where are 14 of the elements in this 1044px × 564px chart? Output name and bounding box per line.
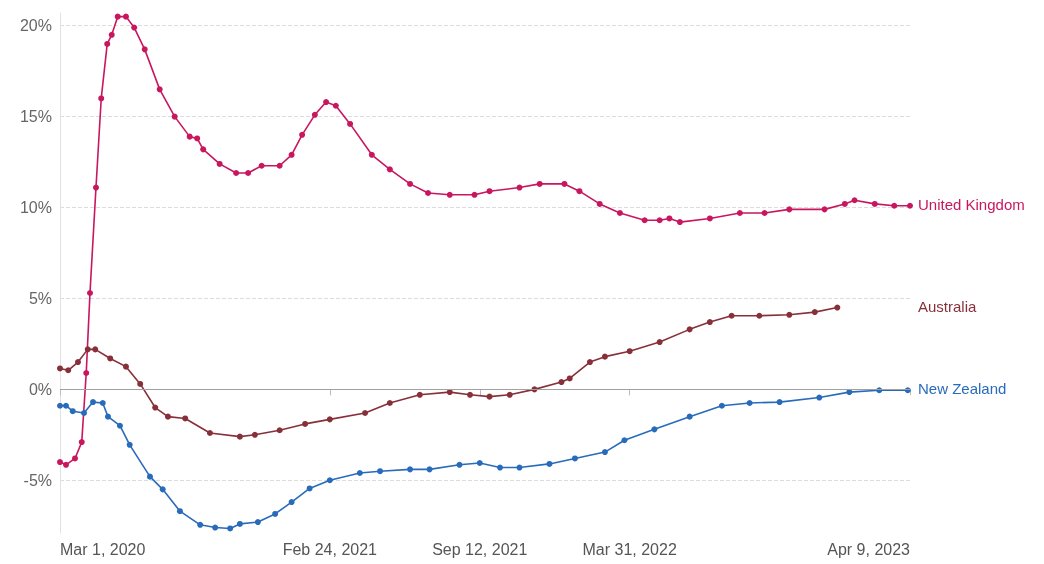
y-tick-label: 15%	[19, 108, 52, 126]
x-tick-label: Mar 31, 2022	[582, 540, 677, 558]
text: Australia	[918, 297, 978, 315]
y-tick-label: -5%	[23, 471, 52, 489]
series-label: United Kingdom	[918, 195, 1025, 213]
y-tick-label: 20%	[19, 17, 52, 35]
x-tick-label: Sep 12, 2021	[432, 540, 528, 558]
x-tick-label: Feb 24, 2021	[282, 540, 378, 558]
y-tick-label: 0%	[28, 380, 52, 398]
x-tick-label: Mar 1, 2020	[60, 540, 146, 558]
x-tick-label: Apr 9, 2023	[827, 540, 911, 558]
y-tick-label: 5%	[28, 289, 52, 307]
series-label: New Zealand	[918, 380, 1007, 398]
y-tick-label: 10%	[19, 199, 52, 217]
